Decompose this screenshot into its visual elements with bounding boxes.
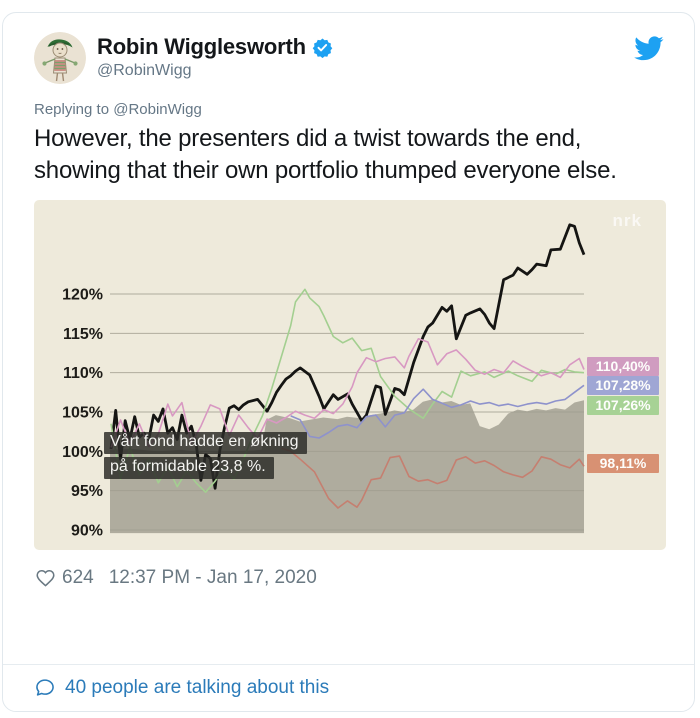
series-end-value-label: 110,40% [587,357,659,376]
y-axis-tick-label: 100% [62,444,103,461]
shaded-area [110,399,584,534]
pink-line [110,338,585,448]
y-axis-tick-label: 110% [63,365,103,382]
timestamp-link[interactable]: 12:37 PM - Jan 17, 2020 [108,567,317,588]
avatar[interactable] [34,32,86,84]
chart-annotation-line2: på formidable 23,8 %. [104,457,274,479]
conversation-footer-link[interactable]: 40 people are talking about this [3,664,694,711]
tweet-card: Robin Wigglesworth @RobinWigg Replying t… [2,12,695,712]
series-end-value-label: 98,11% [587,454,659,473]
twitter-bird-icon[interactable] [633,35,664,66]
series-end-value-label: 107,26% [587,396,659,415]
red-line [281,447,585,509]
heart-icon [36,569,55,587]
tweet-media-chart[interactable]: 120% 115% 110% 105% 100% 95% 90% nrk Vårt fond h… [34,200,666,550]
conversation-footer-text: 40 people are talking about this [65,677,330,698]
like-count: 624 [62,567,94,588]
y-axis-tick-label: 115% [63,326,103,343]
replying-to-link[interactable]: Replying to @RobinWigg [34,101,202,118]
author-block: Robin Wigglesworth @RobinWigg [97,32,333,80]
speech-bubble-icon [36,679,54,696]
series-end-value-label: 107,28% [587,376,659,395]
blue-line [290,384,585,439]
own-fund-black [109,223,586,490]
y-axis-tick-label: 105% [62,405,103,422]
y-axis-tick-label: 95% [71,483,103,500]
nrk-watermark: nrk [612,211,642,230]
author-name[interactable]: Robin Wigglesworth [97,34,306,59]
y-axis-tick-label: 120% [62,287,103,304]
chart-canvas: 120% 115% 110% 105% 100% 95% 90% [62,223,586,540]
chart-annotation-line1: Vårt fond hadde en økning [104,432,307,454]
tweet-header: Robin Wigglesworth @RobinWigg [34,32,664,84]
tweet-meta-row: 624 12:37 PM - Jan 17, 2020 [34,567,664,589]
like-button[interactable]: 624 [34,567,94,589]
avatar-drawing [34,32,86,84]
author-handle[interactable]: @RobinWigg [97,62,192,79]
y-axis-tick-label: 90% [71,523,103,540]
tweet-body: However, the presenters did a twist towa… [34,125,617,184]
verified-badge-icon [312,37,333,58]
